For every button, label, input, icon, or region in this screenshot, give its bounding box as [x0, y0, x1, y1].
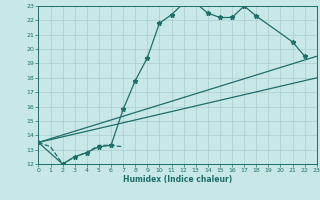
X-axis label: Humidex (Indice chaleur): Humidex (Indice chaleur) — [123, 175, 232, 184]
